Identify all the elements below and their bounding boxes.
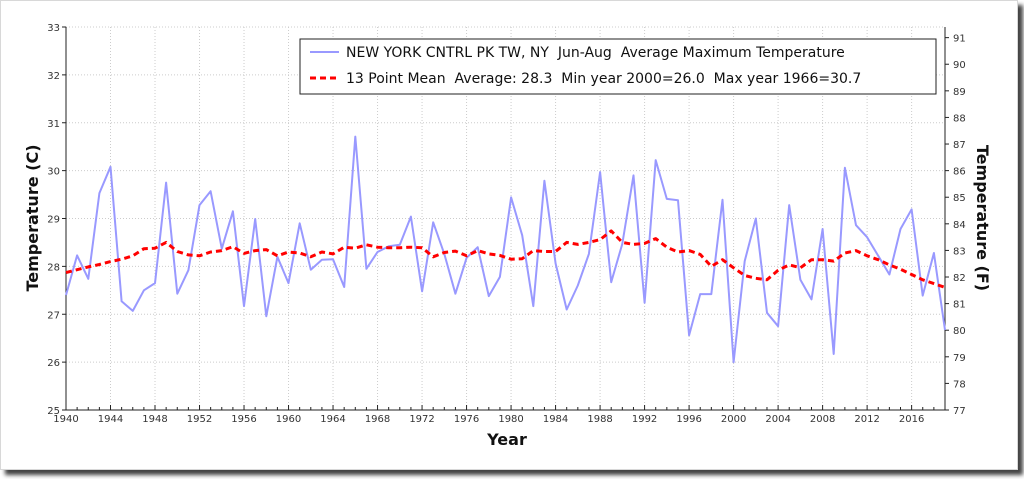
y-tick-label-right: 86 [953, 167, 966, 178]
y-axis-label-left: Temperature (C) [23, 144, 42, 291]
legend-label-temperature: NEW YORK CNTRL PK TW, NY Jun-Aug Average… [346, 45, 845, 61]
x-tick-label: 1976 [454, 414, 479, 425]
y-tick-label-right: 90 [953, 60, 966, 71]
y-tick-label-right: 83 [953, 246, 966, 257]
y-tick-label-right: 77 [953, 406, 966, 417]
x-tick-label: 2008 [810, 414, 835, 425]
y-tick-label-left: 30 [47, 167, 60, 178]
y-tick-label-left: 25 [47, 406, 60, 417]
y-tick-label-right: 79 [953, 353, 966, 364]
y-axis-label-right: Temperature (F) [973, 145, 992, 291]
series-lines [65, 135, 946, 364]
y-tick-label-right: 81 [953, 300, 966, 311]
legend-label-mean: 13 Point Mean Average: 28.3 Min year 200… [346, 71, 861, 87]
x-tick-label: 2000 [721, 414, 746, 425]
y-tick-label-right: 89 [953, 87, 966, 98]
x-tick-label: 1940 [53, 414, 78, 425]
x-tick-label: 1960 [276, 414, 301, 425]
x-tick-label: 1988 [587, 414, 612, 425]
x-tick-label: 1992 [632, 414, 657, 425]
x-tick-label: 2004 [765, 414, 790, 425]
y-tick-label-left: 33 [47, 23, 60, 34]
x-tick-label: 1968 [365, 414, 390, 425]
y-tick-label-right: 82 [953, 273, 966, 284]
y-tick-label-right: 87 [953, 140, 966, 151]
x-tick-label: 1952 [187, 414, 212, 425]
legend-box [299, 38, 937, 95]
y-tick-label-right: 80 [953, 326, 966, 337]
y-tick-label-right: 88 [953, 113, 966, 124]
x-tick-label: 1972 [409, 414, 434, 425]
x-tick-label: 1944 [98, 414, 123, 425]
y-tick-label-left: 31 [47, 119, 60, 130]
y-tick-label-left: 26 [47, 358, 60, 369]
y-tick-label-left: 29 [47, 215, 60, 226]
temperature-series-line [65, 135, 946, 364]
x-tick-label: 1948 [142, 414, 167, 425]
x-tick-label: 2016 [899, 414, 924, 425]
axes: 1940 1944 1948 1952 1956 1960 1964 1968 1972 1976… [47, 23, 965, 425]
y-tick-label-left: 32 [47, 71, 60, 82]
y-tick-label-right: 84 [953, 220, 966, 231]
y-tick-label-left: 28 [47, 262, 60, 273]
x-tick-label: 1996 [676, 414, 701, 425]
x-axis-label: Year [486, 430, 527, 449]
y-tick-label-left: 27 [47, 310, 60, 321]
legend: NEW YORK CNTRL PK TW, NY Jun-Aug Average… [299, 38, 937, 95]
x-tick-label: 1964 [320, 414, 345, 425]
y-tick-label-right: 85 [953, 193, 966, 204]
x-tick-label: 1980 [498, 414, 523, 425]
x-tick-label: 2012 [854, 414, 879, 425]
y-tick-label-right: 91 [953, 34, 966, 45]
y-tick-label-right: 78 [953, 379, 966, 390]
x-tick-label: 1956 [231, 414, 256, 425]
x-tick-label: 1984 [543, 414, 568, 425]
